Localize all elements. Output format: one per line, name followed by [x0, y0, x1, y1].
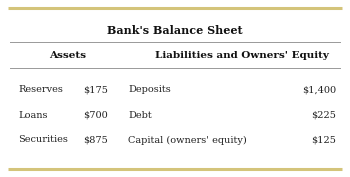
- Text: Loans: Loans: [18, 110, 48, 119]
- Text: Bank's Balance Sheet: Bank's Balance Sheet: [107, 24, 243, 36]
- Text: $125: $125: [311, 136, 336, 144]
- Text: Debt: Debt: [128, 110, 152, 119]
- Text: $875: $875: [83, 136, 108, 144]
- Text: Reserves: Reserves: [18, 85, 63, 95]
- Text: $700: $700: [83, 110, 108, 119]
- Text: $1,400: $1,400: [302, 85, 336, 95]
- Text: Capital (owners' equity): Capital (owners' equity): [128, 135, 247, 145]
- Text: Liabilities and Owners' Equity: Liabilities and Owners' Equity: [155, 50, 329, 59]
- Text: Assets: Assets: [49, 50, 86, 59]
- Text: $225: $225: [311, 110, 336, 119]
- Text: $175: $175: [83, 85, 108, 95]
- Text: Securities: Securities: [18, 136, 68, 144]
- Text: Deposits: Deposits: [128, 85, 171, 95]
